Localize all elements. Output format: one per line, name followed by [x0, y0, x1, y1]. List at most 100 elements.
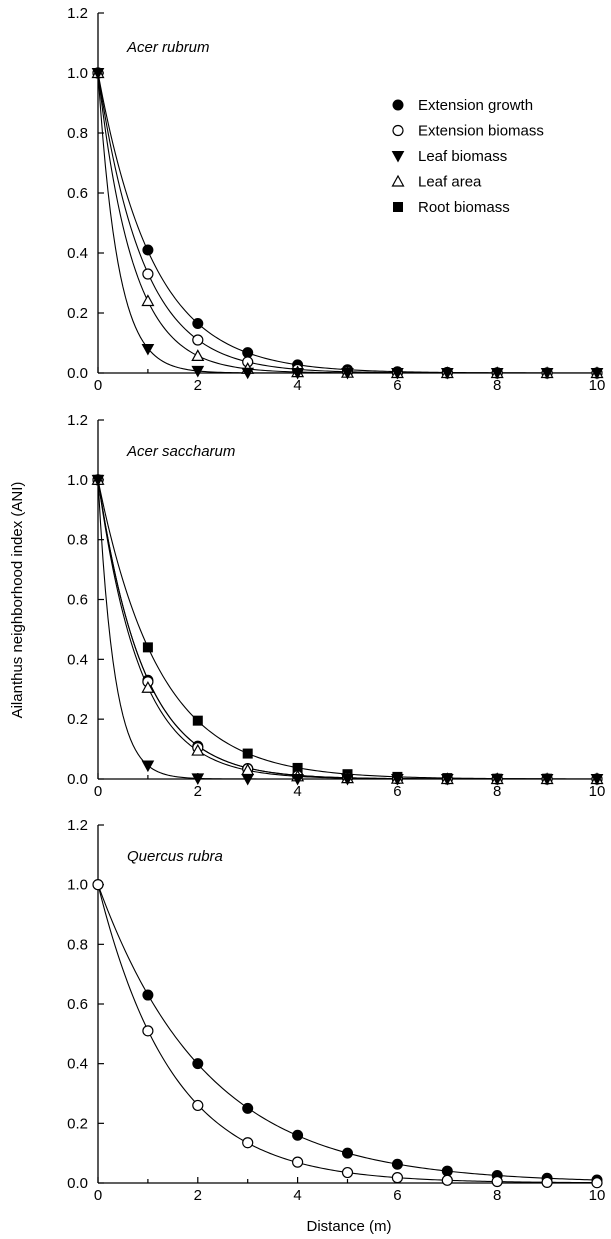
data-point — [191, 349, 205, 361]
x-tick-label: 4 — [293, 377, 301, 394]
legend-marker — [393, 202, 403, 212]
y-tick-label: 0.8 — [67, 125, 88, 142]
data-point — [291, 368, 304, 380]
data-point — [490, 368, 504, 380]
data-point — [292, 1129, 304, 1141]
y-tick-label: 0.6 — [67, 592, 88, 609]
series-curve — [97, 479, 598, 780]
data-point — [341, 1166, 354, 1179]
y-tick-label: 1.2 — [67, 817, 88, 834]
y-tick-label: 0.6 — [67, 185, 88, 202]
x-tick-label: 8 — [493, 377, 501, 394]
series-curve — [97, 72, 597, 374]
data-point — [91, 474, 105, 487]
data-point — [242, 748, 253, 759]
data-point — [440, 368, 454, 380]
panel-title: Acer rubrum — [126, 39, 210, 56]
data-point — [141, 344, 155, 356]
series-curve — [97, 72, 597, 374]
x-tick-label: 6 — [393, 377, 401, 394]
data-point — [541, 1176, 553, 1189]
y-tick-label: 0.4 — [67, 1056, 88, 1073]
x-tick-label: 10 — [589, 377, 606, 394]
data-point — [590, 774, 604, 786]
chart-panels: 0.0 0.2 0.4 0.6 0.8 1.0 1.2 0 2 4 6 8 10 Acer rubrum E… — [67, 5, 605, 1204]
panel-title: Quercus rubra — [127, 848, 223, 865]
data-point — [341, 368, 354, 380]
data-point — [191, 743, 205, 756]
data-point — [291, 774, 304, 786]
series-curve — [97, 884, 598, 1181]
y-tick-label: 0.4 — [67, 245, 88, 262]
chart-panel: 0.0 0.2 0.4 0.6 0.8 1.0 1.2 0 2 4 6 8 10 Quercus rubr… — [67, 817, 605, 1204]
data-point — [391, 1158, 403, 1170]
data-point — [342, 1147, 353, 1159]
data-point — [441, 1165, 453, 1177]
legend-label: Root biomass — [418, 199, 510, 216]
x-tick-label: 8 — [493, 1187, 501, 1204]
legend-label: Extension biomass — [418, 123, 544, 140]
data-point — [391, 774, 404, 786]
y-tick-label: 1.0 — [67, 472, 88, 489]
data-point — [192, 1058, 204, 1070]
data-point — [142, 244, 154, 256]
series-curve — [97, 72, 597, 374]
data-point — [292, 1156, 304, 1168]
data-point — [440, 774, 454, 786]
data-point — [242, 1102, 254, 1114]
data-point — [591, 1177, 603, 1189]
x-tick-label: 10 — [589, 1187, 606, 1204]
data-point — [540, 774, 554, 786]
series-curve — [97, 479, 598, 780]
legend: Extension growth Extension biomass Leaf bi… — [391, 97, 544, 216]
data-point — [192, 334, 204, 346]
data-point — [491, 1175, 503, 1188]
data-point — [91, 68, 105, 80]
x-axis-label: Distance (m) — [306, 1218, 391, 1235]
y-tick-label: 0.0 — [67, 1175, 88, 1192]
x-tick-label: 10 — [589, 783, 606, 800]
legend-marker — [392, 124, 404, 137]
data-point — [590, 368, 604, 380]
data-point — [192, 715, 203, 726]
y-tick-label: 0.6 — [67, 996, 88, 1013]
panel-title: Acer saccharum — [126, 443, 235, 460]
data-point — [192, 318, 204, 329]
y-tick-label: 0.4 — [67, 651, 88, 668]
y-tick-label: 0.8 — [67, 936, 88, 953]
data-point — [142, 268, 154, 280]
data-point — [341, 774, 354, 786]
data-point — [241, 774, 255, 786]
data-point — [142, 989, 154, 1001]
y-tick-label: 0.0 — [67, 771, 88, 788]
legend-marker — [391, 174, 405, 187]
x-tick-label: 6 — [393, 783, 401, 800]
series-curve — [97, 72, 597, 374]
y-tick-label: 0.2 — [67, 711, 88, 728]
x-tick-label: 4 — [293, 1187, 301, 1204]
data-point — [192, 1099, 204, 1112]
series-curve — [97, 479, 598, 780]
data-point — [191, 365, 205, 378]
legend-label: Leaf area — [418, 174, 482, 191]
series-curve — [97, 479, 597, 780]
y-tick-label: 1.2 — [67, 5, 88, 22]
data-point — [241, 367, 255, 380]
legend-marker — [391, 151, 405, 163]
y-tick-label: 0.8 — [67, 532, 88, 549]
legend-label: Leaf biomass — [418, 148, 507, 165]
x-tick-label: 6 — [393, 1187, 401, 1204]
legend-marker — [392, 99, 404, 111]
data-point — [191, 773, 205, 785]
y-tick-label: 0.0 — [67, 365, 88, 382]
series-curve — [97, 479, 597, 780]
data-point — [391, 368, 404, 380]
data-point — [141, 681, 155, 693]
x-tick-label: 2 — [194, 377, 202, 394]
x-tick-label: 8 — [493, 783, 501, 800]
data-point — [540, 368, 554, 380]
data-point — [441, 1174, 453, 1186]
data-point — [391, 1172, 403, 1184]
x-tick-label: 4 — [293, 783, 301, 800]
